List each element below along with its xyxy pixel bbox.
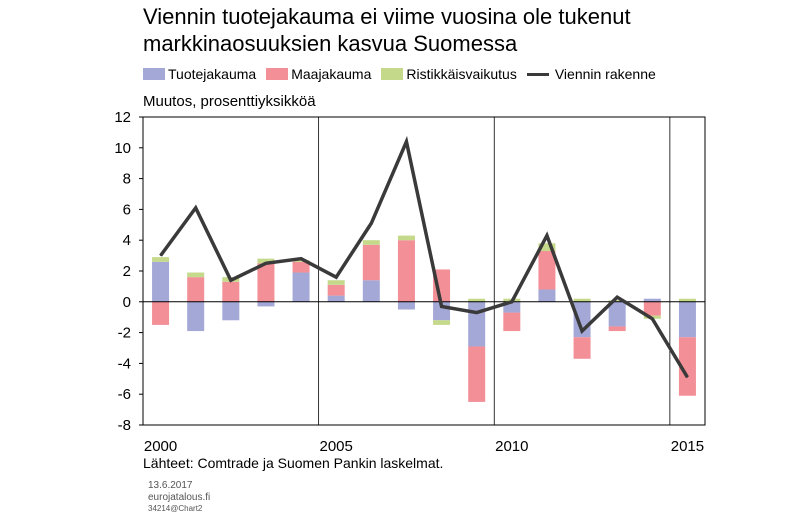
y-tick-label-6: 6 xyxy=(123,201,131,218)
point-viennin-rakenne-2009 xyxy=(476,312,478,314)
y-tick-label-0: 0 xyxy=(123,294,131,311)
point-viennin-rakenne-2010 xyxy=(511,301,513,303)
x-tick-label-2010: 2010 xyxy=(495,438,528,455)
point-viennin-rakenne-2008 xyxy=(441,305,443,307)
bar-s2-2011 xyxy=(538,250,556,290)
bar-s3-2001 xyxy=(187,272,205,278)
bar-s2-2012 xyxy=(573,337,591,359)
bar-s3-2011 xyxy=(538,243,556,251)
point-viennin-rakenne-2015 xyxy=(686,376,688,378)
chart-title: Viennin tuotejakauma ei viime vuosina ol… xyxy=(143,3,631,57)
y-tick-label-8: 8 xyxy=(123,171,131,188)
bar-s3-2003 xyxy=(257,258,275,264)
source-note: Lähteet: Comtrade ja Suomen Pankin laske… xyxy=(143,455,444,471)
y-tick-label--8: -8 xyxy=(118,417,131,434)
bar-s3-2005 xyxy=(327,280,345,285)
point-viennin-rakenne-2007 xyxy=(405,141,407,143)
bar-s1-2015 xyxy=(678,301,696,338)
bar-s2-2002 xyxy=(222,281,240,302)
legend-item-maajakauma: Maajakauma xyxy=(266,66,371,82)
bar-s1-2002 xyxy=(222,301,240,321)
legend-item-ristikkaisvaikutus: Ristikkäisvaikutus xyxy=(381,66,517,82)
legend-swatch-maajakauma xyxy=(266,68,289,80)
legend-item-tuotejakauma: Tuotejakauma xyxy=(143,66,256,82)
legend-swatch-tuotejakauma xyxy=(143,68,165,80)
y-tick-label-10: 10 xyxy=(114,140,131,157)
bar-s2-2014 xyxy=(643,301,661,316)
y-tick-label--4: -4 xyxy=(118,355,131,372)
y-tick-label-4: 4 xyxy=(123,232,131,249)
bar-s1-2013 xyxy=(608,301,626,327)
bar-s2-2001 xyxy=(187,277,205,302)
point-viennin-rakenne-2011 xyxy=(546,235,548,237)
bar-s1-2006 xyxy=(362,280,380,302)
bar-s3-2015 xyxy=(678,298,696,302)
legend: Tuotejakauma Maajakauma Ristikkäisvaikut… xyxy=(143,64,666,84)
legend-swatch-viennin-rakenne xyxy=(526,72,549,76)
bar-s2-2010 xyxy=(503,312,521,332)
legend-label-ristikkaisvaikutus: Ristikkäisvaikutus xyxy=(406,66,517,82)
bar-s2-2015 xyxy=(678,337,696,396)
bar-s3-2008 xyxy=(433,320,451,325)
point-viennin-rakenne-2014 xyxy=(651,318,653,320)
x-tick-label-2005: 2005 xyxy=(320,438,353,455)
bar-s2-2004 xyxy=(292,261,310,273)
bar-s2-2013 xyxy=(608,326,626,332)
legend-item-viennin-rakenne: Viennin rakenne xyxy=(526,66,656,82)
bar-s2-2000 xyxy=(152,301,170,325)
legend-label-viennin-rakenne: Viennin rakenne xyxy=(554,66,656,82)
bar-s3-2000 xyxy=(152,257,170,262)
bar-s1-2004 xyxy=(292,272,310,302)
bar-s1-2007 xyxy=(397,301,415,310)
chart-title-line-1: Viennin tuotejakauma ei viime vuosina ol… xyxy=(143,4,631,29)
point-viennin-rakenne-2004 xyxy=(300,258,302,260)
point-viennin-rakenne-2013 xyxy=(616,296,618,298)
chart-code: 34214@Chart2 xyxy=(148,504,203,513)
bar-s2-2009 xyxy=(468,346,486,402)
point-viennin-rakenne-2003 xyxy=(265,262,267,264)
point-viennin-rakenne-2006 xyxy=(370,222,372,224)
chart-title-line-2: markkinaosuuksien kasvua Suomessa xyxy=(143,31,518,56)
bar-s1-2014 xyxy=(643,298,661,302)
y-tick-label-12: 12 xyxy=(114,109,131,126)
bar-s3-2012 xyxy=(573,298,591,302)
publish-date: 13.6.2017 xyxy=(148,480,193,491)
x-tick-label-2015: 2015 xyxy=(671,438,704,455)
bar-s3-2013 xyxy=(608,300,626,302)
bar-s1-2000 xyxy=(152,261,170,302)
bar-s1-2001 xyxy=(187,301,205,332)
point-viennin-rakenne-2002 xyxy=(230,279,232,281)
x-tick-label-2000: 2000 xyxy=(144,438,177,455)
bar-s2-2006 xyxy=(362,244,380,281)
y-tick-label-2: 2 xyxy=(123,263,131,280)
bar-s1-2003 xyxy=(257,301,275,307)
point-viennin-rakenne-2012 xyxy=(581,330,583,332)
legend-label-maajakauma: Maajakauma xyxy=(291,66,372,82)
line-viennin-rakenne xyxy=(159,135,689,379)
bar-s2-2005 xyxy=(327,284,345,296)
site-name: eurojatalous.fi xyxy=(148,492,211,503)
bar-s1-2005 xyxy=(327,295,345,302)
bar-s3-2007 xyxy=(397,235,415,241)
legend-swatch-ristikkaisvaikutus xyxy=(381,68,404,80)
bar-s1-2010 xyxy=(503,301,521,313)
bar-s1-2011 xyxy=(538,289,556,302)
legend-label-tuotejakauma: Tuotejakauma xyxy=(168,66,257,82)
bar-s3-2004 xyxy=(292,260,310,262)
bar-s2-2007 xyxy=(397,240,415,302)
y-tick-label--2: -2 xyxy=(118,325,131,342)
bar-s1-2009 xyxy=(468,301,486,347)
bar-s2-2003 xyxy=(257,263,275,302)
y-tick-label--6: -6 xyxy=(118,386,131,403)
bar-s3-2009 xyxy=(468,298,486,302)
y-axis-unit-label: Muutos, prosenttiyksikköä xyxy=(143,93,316,110)
bar-s3-2006 xyxy=(362,240,380,245)
point-viennin-rakenne-2001 xyxy=(195,207,197,209)
point-viennin-rakenne-2000 xyxy=(160,255,162,257)
point-viennin-rakenne-2005 xyxy=(335,276,337,278)
